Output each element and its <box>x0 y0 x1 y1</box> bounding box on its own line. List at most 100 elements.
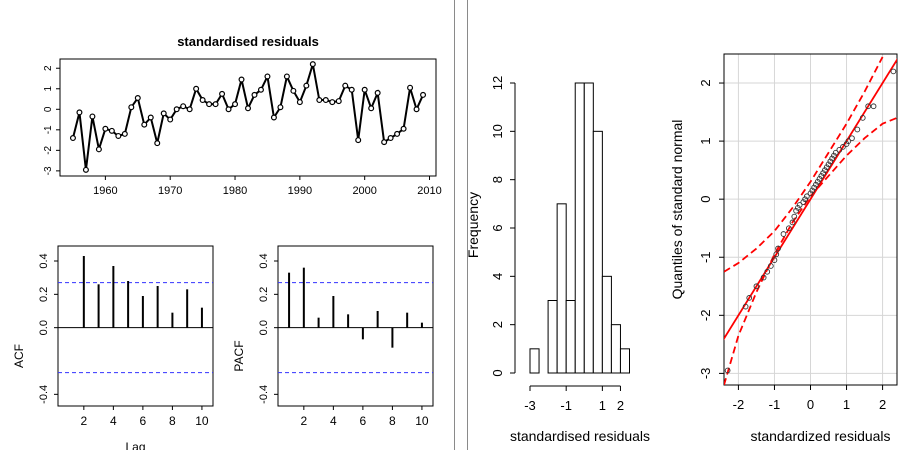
ts-x-tick-label: 1990 <box>288 185 312 197</box>
qq-point <box>818 173 825 179</box>
qq-point <box>829 155 835 162</box>
qq-x-tick-label: 1 <box>843 397 850 412</box>
hist-bar <box>619 348 630 374</box>
qq-point <box>807 190 814 197</box>
qq-point <box>890 68 897 75</box>
acf-x-tick-label: 2 <box>80 414 87 428</box>
qq-y-tick-label: -1 <box>698 251 713 263</box>
qq-point <box>859 115 866 121</box>
hist-bar <box>547 300 558 374</box>
ts-point <box>167 116 174 123</box>
hist-y-tick-label: 8 <box>490 176 505 183</box>
ts-point <box>160 110 167 117</box>
hist-bar <box>601 275 612 374</box>
ts-point <box>296 99 303 106</box>
pacf-x-tick-label: 4 <box>330 414 337 428</box>
qq-point <box>823 164 830 171</box>
hist-y-tick-label: 0 <box>490 369 505 376</box>
qq-point <box>742 303 749 310</box>
ts-point <box>102 125 109 132</box>
qq-point <box>809 187 816 194</box>
qq-envelope-lower <box>724 117 897 385</box>
qq-point <box>843 141 850 147</box>
pacf-frame <box>277 245 434 407</box>
qq-y-tick-label: -3 <box>698 368 713 380</box>
ts-y-tick-label: -1 <box>43 125 54 134</box>
qq-point <box>836 146 843 153</box>
ts-point <box>381 139 388 146</box>
acf-x-tick-label: 6 <box>140 414 147 428</box>
pane-divider[interactable] <box>455 0 466 450</box>
ts-point <box>407 84 414 91</box>
acf-y-tick-label: 0.4 <box>38 253 50 268</box>
qq-point <box>800 199 807 205</box>
hist-x-tick-label: 1 <box>599 398 606 413</box>
ts-point <box>329 99 336 106</box>
ts-point <box>413 106 420 113</box>
ts-y-tick-label: -3 <box>43 166 54 175</box>
ts-point <box>95 146 102 153</box>
ts-point <box>348 86 355 93</box>
qq-point <box>811 184 817 191</box>
ts-point <box>238 76 245 83</box>
diagnostics-plot-canvas: standardised residuals -3 -2 -1 0 1 2 1960 1970 1… <box>12 34 442 450</box>
acf-x-tick-label: 4 <box>110 414 117 428</box>
ts-point <box>277 104 284 111</box>
ts-point <box>134 94 141 101</box>
ts-point <box>374 89 381 96</box>
qq-point <box>832 149 839 156</box>
hist-bar <box>583 82 594 374</box>
ts-x-tick-label: 1970 <box>158 185 182 197</box>
ts-title: standardised residuals <box>177 34 319 49</box>
ts-point <box>387 135 394 142</box>
acf-x-tick-label: 10 <box>195 414 209 428</box>
pacf-y-tick-label: 0.4 <box>258 253 270 268</box>
qq-point <box>814 178 821 185</box>
ts-point <box>82 166 89 173</box>
ts-x-tick-label: 2000 <box>352 185 376 197</box>
hist-y-tick-label: 2 <box>490 321 505 328</box>
ts-point <box>76 109 83 116</box>
qq-point <box>831 152 837 159</box>
qq-point <box>870 103 877 110</box>
pacf-x-tick-label: 2 <box>300 414 307 428</box>
qq-point <box>795 205 801 211</box>
hist-xlabel: standardised residuals <box>510 428 650 444</box>
pacf-x-tick-label: 8 <box>389 414 396 428</box>
ts-point <box>173 106 180 113</box>
ts-y-tick-label: 2 <box>43 65 54 71</box>
qq-point <box>771 257 778 263</box>
qq-point <box>724 367 731 374</box>
hist-bar <box>565 300 576 374</box>
qq-point <box>840 144 846 150</box>
ts-y-tick-label: 1 <box>43 86 54 92</box>
acf-y-tick-label: 0.2 <box>38 287 50 302</box>
ts-point <box>225 106 232 113</box>
histogram-qq-pane: 0 2 4 6 8 10 12 Frequency -3 -1 1 2 standardised res… <box>467 0 906 450</box>
qq-plot-area <box>724 56 897 385</box>
ts-point <box>141 121 148 128</box>
ts-x-tick-label: 2010 <box>417 185 441 197</box>
qq-xlabel: standardized residuals <box>750 428 890 444</box>
acf-xlabel: Lag <box>125 440 145 450</box>
ts-point <box>251 91 258 98</box>
ts-point <box>400 125 407 132</box>
hist-bar <box>556 203 567 374</box>
qq-x-tick-label: 2 <box>879 397 886 412</box>
ts-point <box>69 135 76 142</box>
qq-point <box>822 167 828 173</box>
qq-point <box>780 231 787 237</box>
ts-point <box>108 127 115 134</box>
qq-point <box>773 251 780 258</box>
qq-point <box>854 126 861 133</box>
qq-point <box>865 103 872 110</box>
qq-reference-line <box>724 58 897 341</box>
qq-envelope-upper <box>724 56 884 273</box>
pacf-x-tick-label: 6 <box>360 414 367 428</box>
qq-point <box>746 295 753 301</box>
ts-point <box>147 114 154 121</box>
qq-ylabel: Quantiles of standard normal <box>669 120 685 300</box>
hist-x-tick-label: -3 <box>524 398 536 413</box>
ts-frame <box>59 58 437 177</box>
